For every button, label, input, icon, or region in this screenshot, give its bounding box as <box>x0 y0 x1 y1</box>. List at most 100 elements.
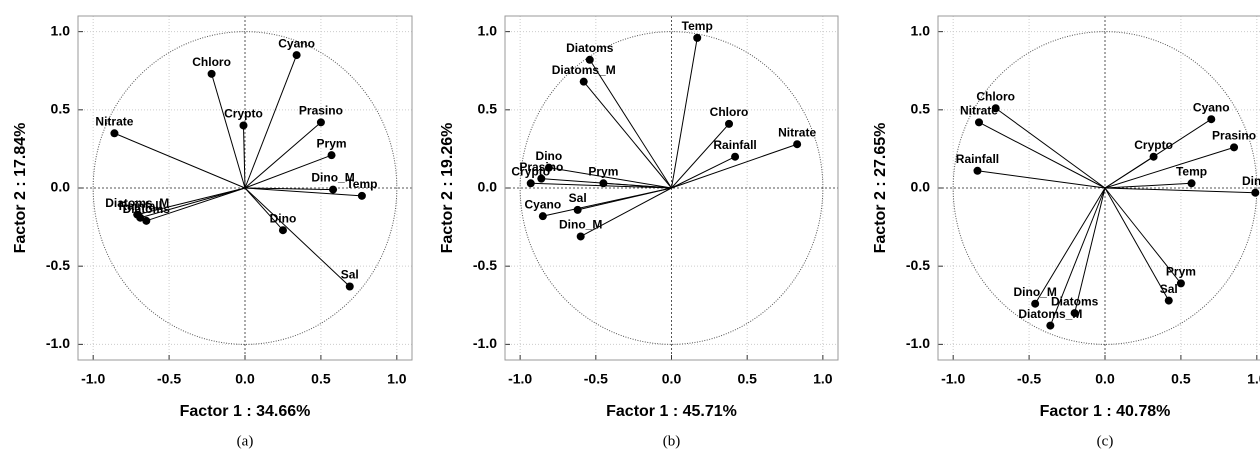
point-label: Diatoms <box>566 41 614 55</box>
point-label: Prasino <box>299 103 343 117</box>
point <box>973 166 982 175</box>
x-tick-label: -1.0 <box>941 371 965 387</box>
loading-vector <box>211 73 246 189</box>
point-label: Nitrate <box>778 125 816 139</box>
x-axis-label: Factor 1 : 34.66% <box>180 403 311 420</box>
loading-vector <box>244 54 298 189</box>
x-tick-label: 1.0 <box>813 371 833 387</box>
loading-vector <box>1049 187 1106 326</box>
point-label: Temp <box>1176 164 1207 178</box>
loading-vector <box>244 187 362 197</box>
point-label: Cyano <box>1193 100 1230 114</box>
x-axis-label: Factor 1 : 40.78% <box>1040 403 1171 420</box>
point <box>345 282 354 291</box>
point <box>1046 321 1055 330</box>
loading-vector <box>671 156 736 189</box>
unit-circle <box>519 31 824 345</box>
x-tick-label: -1.0 <box>508 371 532 387</box>
point-label: Rainfall <box>713 138 756 152</box>
point-label: Dino <box>536 149 563 163</box>
x-tick-label: 0.0 <box>1095 371 1115 387</box>
point <box>1230 143 1239 152</box>
point-label: Dino_M <box>311 171 354 185</box>
point-label: Prym <box>317 136 347 150</box>
loading-vector <box>1104 187 1170 301</box>
point <box>1251 188 1260 197</box>
x-tick-label: -0.5 <box>157 371 181 387</box>
point-label: Diatoms <box>1051 294 1099 308</box>
point-label: Crypto <box>511 164 550 178</box>
y-tick-label: 1.0 <box>51 22 71 38</box>
loading-vector <box>1104 187 1182 284</box>
point-label: Prym <box>1166 265 1196 279</box>
point <box>357 191 366 200</box>
point <box>793 140 802 149</box>
loading-vector <box>242 125 246 189</box>
point-label: Sal <box>341 268 359 282</box>
point <box>725 119 734 128</box>
point <box>136 213 145 222</box>
point <box>731 152 740 161</box>
point <box>316 118 325 127</box>
plot-frame <box>77 15 413 361</box>
x-tick-label: 0.0 <box>662 371 682 387</box>
point <box>1149 152 1158 161</box>
loading-vector <box>244 187 334 191</box>
point-label: Sal <box>569 191 587 205</box>
point <box>1207 115 1216 124</box>
loading-vector <box>244 187 351 287</box>
point-label: Rainfall <box>956 152 999 166</box>
point <box>991 104 1000 113</box>
point-label: Chloro <box>192 55 231 69</box>
caption: (c) <box>1097 433 1114 449</box>
point <box>599 179 608 188</box>
x-tick-label: -0.5 <box>1017 371 1041 387</box>
loading-vector <box>244 121 322 189</box>
loading-vector <box>671 37 698 189</box>
point-label: Nitrate <box>960 103 998 117</box>
plot-frame <box>937 15 1260 361</box>
point <box>1164 296 1173 305</box>
x-tick-label: -1.0 <box>81 371 105 387</box>
point-label: Prasino <box>1212 129 1256 143</box>
point-label: Diatoms <box>123 202 171 216</box>
loading-vector <box>978 121 1106 189</box>
x-axis-label: Factor 1 : 45.71% <box>606 403 737 420</box>
y-axis-label: Factor 2 : 19.26% <box>439 123 456 254</box>
point-label: Dino_M <box>559 218 602 232</box>
point <box>142 216 151 225</box>
point <box>278 226 287 235</box>
y-tick-label: 0.5 <box>911 101 931 117</box>
point <box>579 77 588 86</box>
point <box>207 69 216 78</box>
point-label: Crypto <box>1134 138 1173 152</box>
loading-vector <box>977 170 1106 189</box>
y-axis-label: Factor 2 : 17.84% <box>12 123 29 254</box>
point-label: Dino <box>270 211 297 225</box>
point <box>239 121 248 130</box>
loading-vector <box>583 81 672 189</box>
point-label: Cyano <box>524 197 561 211</box>
unit-circle <box>952 31 1258 345</box>
point <box>576 232 585 241</box>
point-label: Diatoms_M <box>1018 307 1082 321</box>
x-tick-label: 0.5 <box>737 371 757 387</box>
loading-vector <box>140 187 246 219</box>
loading-vector <box>580 187 672 237</box>
point <box>1031 299 1040 308</box>
point <box>1070 309 1079 318</box>
point <box>974 118 983 127</box>
y-tick-label: 1.0 <box>911 22 931 38</box>
point <box>585 55 594 64</box>
point-label: Sal <box>1160 282 1178 296</box>
loading-vector <box>603 182 672 189</box>
point-label: Cyano <box>278 36 315 50</box>
loading-vector <box>1104 187 1256 194</box>
panel: -1.0 -0.5 0.0 0.5 1.0 -1.0 -0.5 0.0 0.5 1.0 Temp Di… <box>439 15 839 449</box>
point <box>329 185 338 194</box>
x-tick-label: 0.5 <box>311 371 331 387</box>
x-tick-label: 1.0 <box>387 371 407 387</box>
x-tick-label: 0.0 <box>235 371 255 387</box>
point <box>1187 179 1196 188</box>
